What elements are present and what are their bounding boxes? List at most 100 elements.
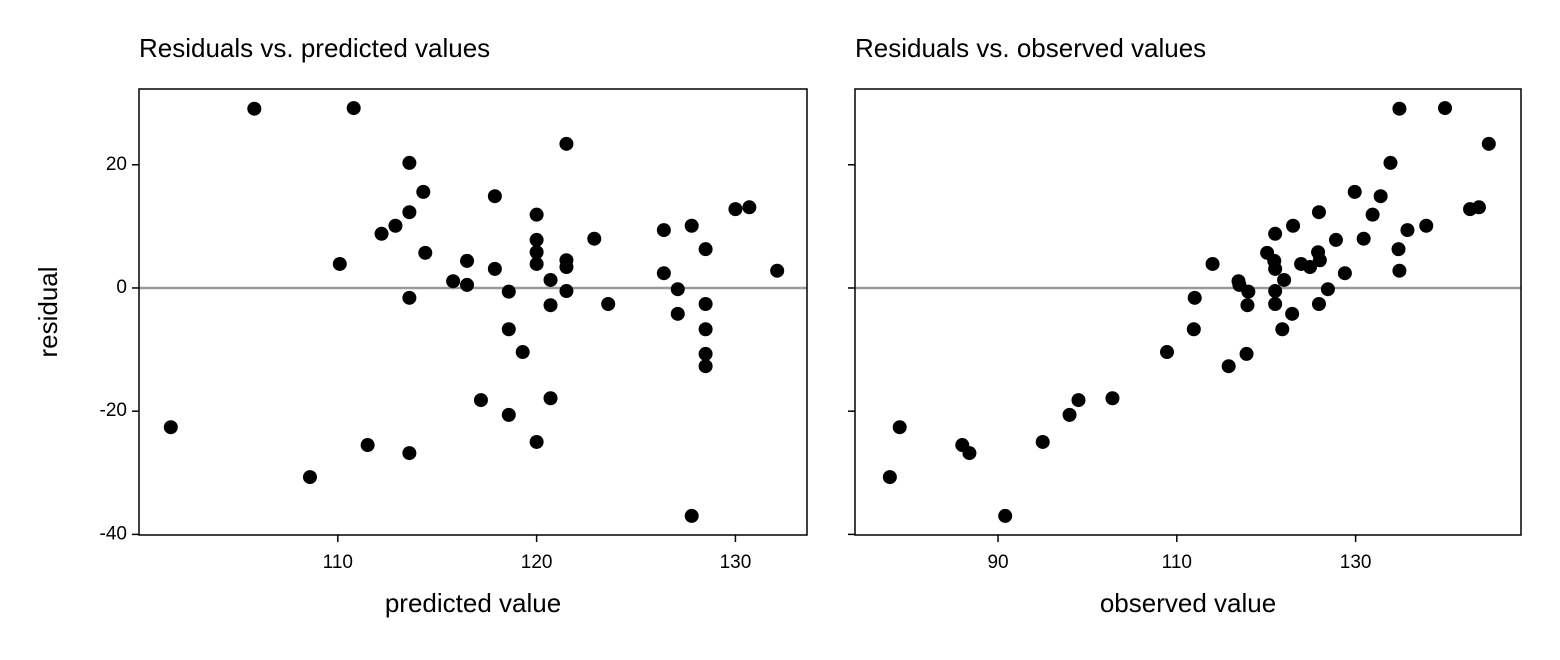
point xyxy=(1187,290,1202,305)
point xyxy=(1328,232,1343,247)
point xyxy=(247,101,262,116)
point xyxy=(1105,391,1120,406)
point xyxy=(529,245,544,260)
point xyxy=(460,277,475,292)
point xyxy=(1311,296,1326,311)
y-tick-label: -20 xyxy=(100,400,127,421)
point xyxy=(1400,223,1415,238)
point xyxy=(1285,306,1300,321)
point xyxy=(1311,205,1326,220)
x-tick-label: 110 xyxy=(323,552,353,573)
point xyxy=(656,266,671,281)
point xyxy=(332,256,347,271)
point xyxy=(302,470,317,485)
point xyxy=(770,263,785,278)
point xyxy=(962,446,977,461)
point xyxy=(487,189,502,204)
point xyxy=(501,407,516,422)
point xyxy=(1268,284,1283,299)
point xyxy=(1071,393,1086,408)
point xyxy=(559,260,574,275)
chart-title: Residuals vs. predicted values xyxy=(139,33,490,63)
point xyxy=(1186,322,1201,337)
point xyxy=(529,232,544,247)
point xyxy=(601,296,616,311)
point xyxy=(402,446,417,461)
plot-frame xyxy=(138,88,808,536)
point xyxy=(1240,298,1255,313)
point xyxy=(698,346,713,361)
point xyxy=(1275,322,1290,337)
point xyxy=(543,272,558,287)
x-axis-label: observed value xyxy=(1100,588,1276,618)
x-tick-label: 130 xyxy=(720,552,752,573)
point xyxy=(1373,189,1388,204)
y-tick-label: 20 xyxy=(106,154,127,175)
point xyxy=(416,184,431,199)
point xyxy=(559,284,574,299)
point xyxy=(374,226,389,241)
point xyxy=(529,207,544,222)
point xyxy=(388,218,403,233)
point xyxy=(1337,266,1352,281)
x-axis-label: predicted value xyxy=(385,588,561,618)
point xyxy=(1438,101,1453,116)
point xyxy=(473,393,488,408)
x-tick-label: 130 xyxy=(1340,552,1372,573)
x-tick-label: 120 xyxy=(521,552,553,573)
point xyxy=(698,296,713,311)
point xyxy=(1035,434,1050,449)
point xyxy=(487,261,502,276)
point xyxy=(1303,260,1318,275)
point xyxy=(892,420,907,435)
point xyxy=(587,231,602,246)
point xyxy=(418,245,433,260)
chart-title: Residuals vs. observed values xyxy=(855,33,1206,63)
point xyxy=(1419,218,1434,233)
point xyxy=(1383,155,1398,170)
point xyxy=(1320,282,1335,297)
x-tick-label: 110 xyxy=(1162,552,1192,573)
point xyxy=(529,256,544,271)
point xyxy=(1239,346,1254,361)
point xyxy=(460,253,475,268)
point xyxy=(728,202,743,217)
y-tick-label: 0 xyxy=(116,277,127,298)
point xyxy=(882,470,897,485)
point xyxy=(1241,284,1256,299)
point xyxy=(998,508,1013,523)
point xyxy=(656,223,671,238)
point xyxy=(670,306,685,321)
point xyxy=(543,391,558,406)
point xyxy=(698,359,713,374)
point xyxy=(1268,226,1283,241)
point xyxy=(163,420,178,435)
point xyxy=(684,508,699,523)
plot-frame xyxy=(854,88,1522,536)
point xyxy=(1392,101,1407,116)
point xyxy=(670,282,685,297)
point xyxy=(1277,272,1292,287)
point xyxy=(1365,207,1380,222)
point xyxy=(1392,263,1407,278)
y-axis-label: residual xyxy=(33,266,63,357)
point xyxy=(559,136,574,151)
point xyxy=(1356,231,1371,246)
y-tick-label: -40 xyxy=(100,523,127,544)
point xyxy=(1221,359,1236,374)
point xyxy=(1471,200,1486,215)
point xyxy=(684,218,699,233)
point xyxy=(402,155,417,170)
point xyxy=(1062,407,1077,422)
point xyxy=(1312,253,1327,268)
point xyxy=(1391,242,1406,257)
point xyxy=(1268,296,1283,311)
point xyxy=(515,345,530,360)
x-tick-label: 90 xyxy=(987,552,1008,573)
point xyxy=(742,200,757,215)
point xyxy=(501,322,516,337)
point xyxy=(1481,136,1496,151)
point xyxy=(360,438,375,453)
point xyxy=(501,284,516,299)
